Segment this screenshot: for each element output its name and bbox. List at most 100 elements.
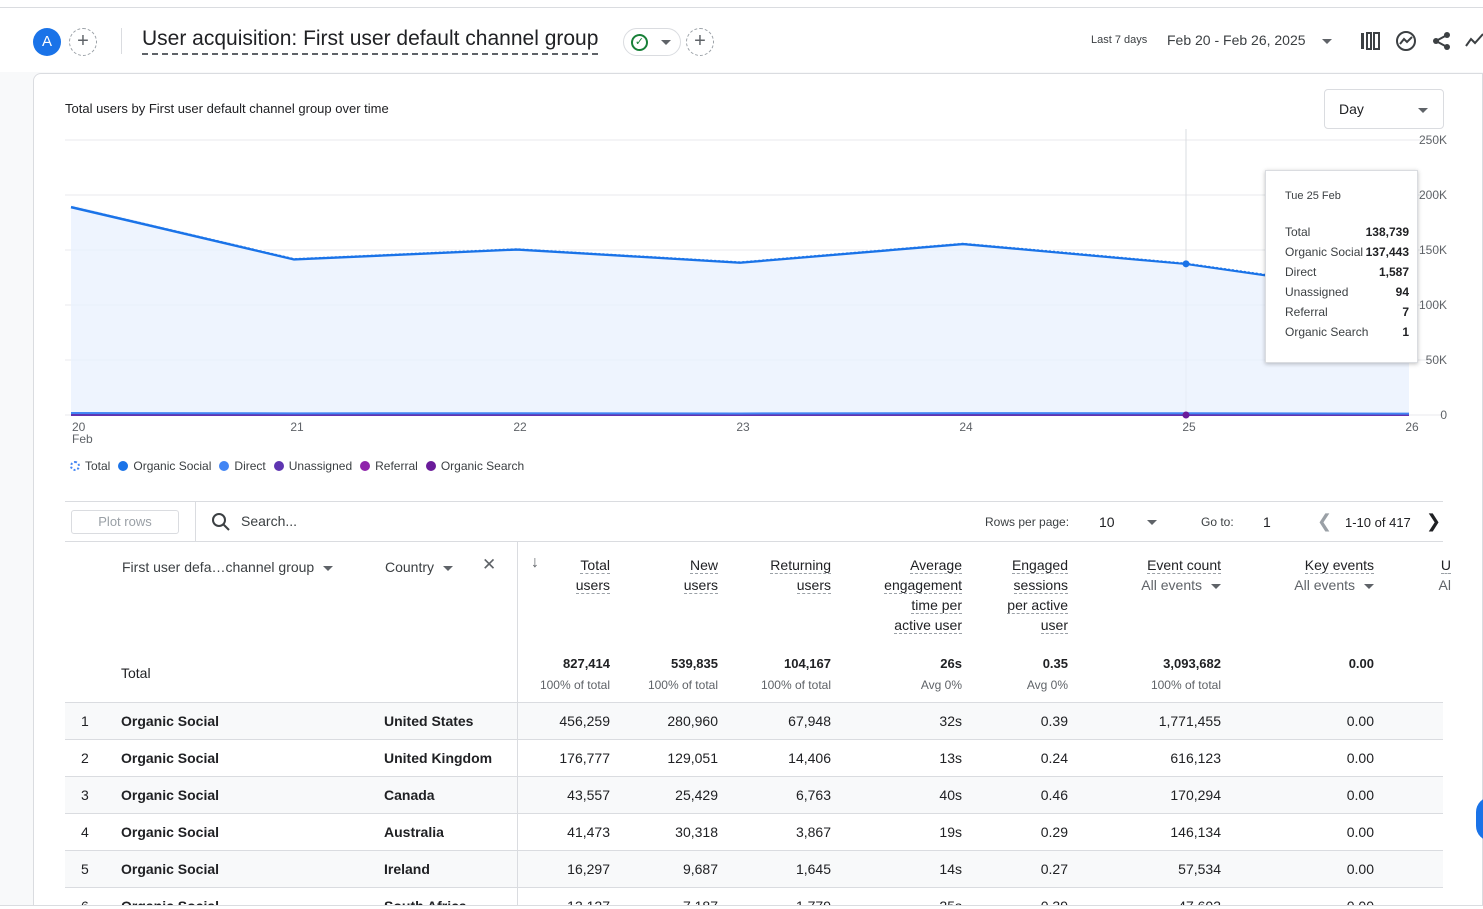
remove-dimension-close-icon[interactable]: ✕ (482, 555, 497, 574)
country-cell: United States (384, 713, 474, 729)
total-cell: 539,835 100% of total (647, 656, 718, 692)
metric-column-header[interactable]: Event count All events (1141, 557, 1221, 593)
legend-item[interactable]: Referral (360, 459, 418, 473)
avatar[interactable]: A (33, 28, 61, 56)
compare-icon[interactable] (1359, 30, 1381, 52)
row-index: 6 (81, 898, 89, 909)
dimension-country-header[interactable]: Country (385, 559, 454, 575)
goto-input[interactable]: 1 (1263, 514, 1271, 530)
page-title[interactable]: User acquisition: First user default cha… (142, 25, 599, 55)
country-cell: Ireland (384, 861, 430, 877)
y-tick-label: 100K (1419, 298, 1447, 312)
x-tick-label: 20 (72, 420, 86, 434)
total-cell: 827,414 100% of total (539, 656, 610, 692)
plot-rows-button[interactable]: Plot rows (71, 510, 179, 534)
metric-cell: 13,127 (567, 898, 610, 909)
chevron-right-icon[interactable]: ❯ (1426, 511, 1442, 531)
total-cell: 26s Avg 0% (920, 656, 962, 692)
table-row[interactable]: 3 Organic Social Canada 43,557 25,429 6,763 40… (65, 777, 1443, 814)
table-row[interactable]: 5 Organic Social Ireland 16,297 9,687 1,645 14… (65, 851, 1443, 888)
metric-cell: 67,948 (788, 713, 831, 729)
channel-cell: Organic Social (121, 898, 220, 909)
row-index: 2 (81, 750, 89, 766)
chevron-down-icon[interactable] (1364, 583, 1374, 589)
table-row[interactable]: 6 Organic Social South Africa 13,127 7,187 1,… (65, 888, 1443, 909)
legend-label: Organic Search (440, 459, 525, 473)
tooltip-series-name: Direct (1285, 265, 1317, 279)
metric-cell: 0.00 (1346, 713, 1374, 729)
x-tick-label: 21 (290, 420, 304, 434)
status-dropdown[interactable]: ✓ (623, 28, 681, 56)
table-row[interactable]: 1 Organic Social United States 456,259 280,9… (65, 703, 1443, 740)
granularity-select[interactable]: Day (1324, 89, 1444, 129)
date-chevron-down-icon[interactable] (1322, 39, 1332, 44)
trend-icon[interactable] (1465, 30, 1483, 52)
legend-item[interactable]: Organic Search (425, 459, 525, 473)
metric-cell: 280,960 (667, 713, 718, 729)
tooltip-date: Tue 25 Feb (1285, 190, 1341, 202)
x-tick-label: 22 (513, 420, 527, 434)
series-line-direct[interactable] (70, 412, 1410, 415)
metric-column-header[interactable]: New users (683, 557, 718, 594)
metric-column-header[interactable]: Total users (575, 557, 610, 594)
legend-item[interactable]: Direct (219, 459, 266, 473)
column-divider (517, 814, 518, 851)
column-divider (517, 777, 518, 814)
legend-item[interactable]: Organic Social (118, 459, 211, 473)
chart-legend: Total Organic Social Direct Unassigned Refer… (70, 459, 524, 473)
metric-cell: 25s (939, 898, 962, 909)
dimension-channel-header[interactable]: First user defa…channel group (122, 559, 334, 575)
chevron-down-icon[interactable] (1211, 583, 1221, 589)
date-range[interactable]: Feb 20 - Feb 26, 2025 (1167, 32, 1306, 48)
search-input[interactable] (241, 513, 541, 529)
metric-column-header[interactable]: Average engagement time per active user (884, 557, 962, 634)
legend-item[interactable]: Unassigned (273, 459, 352, 473)
sort-down-arrow-icon[interactable]: ↓ (531, 554, 539, 571)
y-tick-label: 200K (1419, 188, 1447, 202)
metric-cell: 0.24 (1040, 750, 1068, 766)
toolbar-divider (195, 502, 196, 542)
metric-column-header[interactable]: Engaged sessions per active user (1007, 557, 1068, 634)
metric-column-header[interactable]: U Al (1438, 557, 1451, 593)
legend-dot-icon (425, 461, 436, 471)
rows-per-page-select[interactable]: 10 (1099, 514, 1115, 530)
add-comparison-button[interactable]: + (69, 28, 97, 56)
table-header: First user defa…channel group Country ✕ … (65, 542, 1451, 703)
legend-item[interactable]: Total (70, 459, 110, 473)
insights-icon[interactable] (1395, 30, 1417, 52)
hover-point-organic-search (1182, 411, 1190, 419)
date-preset-label[interactable]: Last 7 days (1091, 34, 1148, 46)
metric-cell: 616,123 (1170, 750, 1221, 766)
share-icon[interactable] (1431, 30, 1453, 52)
metric-cell: 176,777 (559, 750, 610, 766)
metric-column-header[interactable]: Returning users (770, 557, 831, 594)
tooltip-series-value: 94 (1395, 285, 1409, 299)
metric-cell: 25,429 (675, 787, 718, 803)
add-button[interactable]: + (686, 28, 714, 56)
floating-action-button[interactable] (1476, 797, 1483, 841)
x-tick-label: 24 (959, 420, 973, 434)
chevron-down-icon (443, 565, 454, 571)
metric-cell: 0.39 (1040, 898, 1068, 909)
table-row[interactable]: 2 Organic Social United Kingdom 176,777 129,… (65, 740, 1443, 777)
metric-cell: 14,406 (788, 750, 831, 766)
metric-cell: 13s (939, 750, 962, 766)
row-index: 5 (81, 861, 89, 877)
chevron-down-icon (1418, 108, 1428, 113)
metric-cell: 1,771,455 (1158, 713, 1221, 729)
channel-cell: Organic Social (121, 824, 220, 840)
legend-label: Direct (234, 459, 266, 473)
line-chart[interactable]: 250K 200K 150K 100K 50K 0 20 21 22 23 24 25 26 Feb (34, 129, 1454, 459)
metric-column-header[interactable]: Key events All events (1294, 557, 1374, 593)
table-row[interactable]: 4 Organic Social Australia 41,473 30,318 3,86… (65, 814, 1443, 851)
y-tick-label: 150K (1419, 243, 1447, 257)
series-line-total[interactable] (70, 204, 1410, 295)
total-label: Total (121, 665, 151, 681)
country-cell: Australia (384, 824, 444, 840)
metric-cell: 0.27 (1040, 861, 1068, 877)
x-tick-sublabel: Feb (72, 432, 93, 446)
chevron-down-icon[interactable] (1147, 520, 1157, 525)
y-tick-label: 250K (1419, 133, 1447, 147)
chevron-left-icon[interactable]: ❮ (1317, 511, 1333, 531)
header-divider (121, 28, 122, 54)
